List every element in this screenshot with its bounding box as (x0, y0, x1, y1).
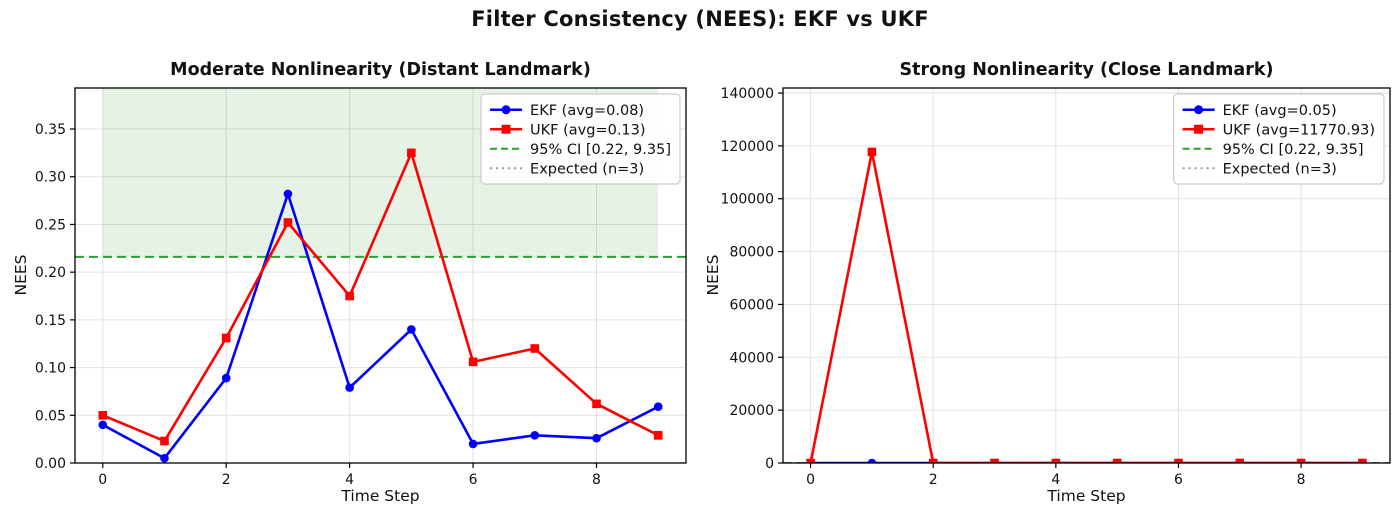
y-tick-label: 20000 (729, 403, 774, 419)
x-tick-label: 6 (1174, 472, 1183, 488)
y-tick-label: 120000 (721, 139, 774, 155)
data-point-marker (345, 383, 354, 392)
data-point-marker (867, 147, 877, 157)
y-tick-label: 140000 (721, 86, 774, 102)
legend-label: UKF (avg=0.13) (530, 122, 646, 138)
data-point-marker (1051, 458, 1061, 463)
legend-marker-circle (501, 105, 511, 115)
chart-canvas: 0 2 4 6 8 0.00 0.05 0.10 0.15 0.20 0.25 0.30 0.35 EKF… (35, 87, 687, 488)
series-ukf (98, 148, 663, 446)
x-tick-label: 4 (345, 472, 354, 488)
data-point-marker (1358, 458, 1367, 463)
series-ukf (806, 147, 1367, 463)
legend-label: EKF (avg=0.08) (530, 103, 644, 119)
data-point-marker (221, 373, 231, 383)
x-tick-label: 2 (222, 472, 231, 488)
data-point-marker (468, 357, 478, 367)
data-point-marker (653, 431, 663, 440)
x-tick-label: 6 (469, 472, 478, 488)
data-point-marker (867, 458, 877, 463)
y-tick-label: 0.35 (35, 122, 66, 138)
legend-marker-square (1194, 124, 1204, 134)
y-tick-label: 0.30 (35, 170, 66, 186)
data-point-marker (530, 344, 540, 353)
data-point-marker (407, 148, 416, 158)
data-point-marker (928, 458, 938, 463)
data-point-marker (530, 431, 540, 440)
legend-box (480, 93, 681, 185)
legend-label: UKF (avg=11770.93) (1223, 122, 1375, 138)
y-tick-label: 0.15 (35, 313, 66, 329)
legend-marker-circle (1194, 105, 1204, 115)
figure-title: Filter Consistency (NEES): EKF vs UKF (471, 7, 929, 31)
data-point-marker (98, 420, 108, 430)
legend-box (1173, 93, 1385, 185)
data-point-marker (160, 453, 169, 463)
legend-label: Expected (n=3) (530, 161, 644, 177)
y-tick-label: 100000 (721, 192, 774, 208)
y-tick-label: 0.05 (35, 408, 66, 424)
data-point-marker (653, 402, 663, 412)
x-tick-label: 2 (929, 472, 938, 488)
axes-frame (782, 87, 1391, 464)
data-point-marker (221, 333, 231, 343)
data-point-marker (806, 458, 815, 463)
data-point-marker (468, 439, 478, 449)
data-point-marker (283, 218, 293, 227)
data-point-marker (1112, 458, 1122, 463)
y-tick-label: 60000 (729, 297, 774, 313)
legend-label: 95% CI [0.22, 9.35] (530, 142, 671, 158)
x-tick-label: 8 (1297, 472, 1306, 488)
legend: EKF (avg=0.05) UKF (avg=11770.93) 95% CI [… (1173, 93, 1385, 185)
data-point-marker (407, 325, 416, 334)
data-point-marker (160, 436, 169, 446)
chart-canvas: 0 2 4 6 8 0 20000 40000 60000 80000 100000 120000 14… (721, 86, 1391, 488)
legend: EKF (avg=0.08) UKF (avg=0.13) 95% CI [0.22… (480, 93, 681, 185)
legend-marker-square (501, 124, 511, 134)
x-axis-label: Time Step (1047, 487, 1126, 505)
data-point-marker (345, 291, 354, 301)
data-point-marker (990, 458, 999, 463)
data-point-marker (592, 399, 601, 409)
data-point-marker (98, 410, 108, 420)
legend-label: Expected (n=3) (1223, 161, 1337, 177)
x-axis-label: Time Step (341, 487, 420, 505)
y-tick-label: 0.00 (35, 456, 66, 472)
data-point-marker (1235, 458, 1245, 463)
axis-ticks (778, 92, 1302, 468)
axes-frame (74, 87, 687, 464)
x-tick-label: 8 (592, 472, 601, 488)
data-point-marker (1174, 458, 1183, 463)
y-tick-label: 40000 (729, 350, 774, 366)
y-tick-label: 0.25 (35, 217, 66, 233)
chart-moderate-nonlinearity: Moderate Nonlinearity (Distant Landmark)… (12, 60, 687, 505)
y-tick-label: 0.20 (35, 265, 66, 281)
y-tick-label: 0.10 (35, 361, 66, 377)
data-point-marker (592, 433, 601, 443)
legend-label: EKF (avg=0.05) (1223, 103, 1337, 119)
data-point-marker (283, 189, 293, 199)
y-tick-label: 0 (765, 456, 774, 472)
x-tick-label: 0 (98, 472, 107, 488)
data-point-marker (1296, 458, 1306, 463)
series-ekf (98, 189, 663, 463)
chart-title: Moderate Nonlinearity (Distant Landmark) (170, 60, 591, 80)
x-tick-label: 0 (806, 472, 815, 488)
tick-labels: 0 2 4 6 8 0.00 0.05 0.10 0.15 0.20 0.25 0.30 0.35 (35, 122, 601, 488)
chart-strong-nonlinearity: Strong Nonlinearity (Close Landmark) NEE… (700, 0, 1400, 518)
chart-title: Strong Nonlinearity (Close Landmark) (899, 60, 1274, 80)
x-tick-label: 4 (1051, 472, 1060, 488)
tick-labels: 0 2 4 6 8 0 20000 40000 60000 80000 100000 120000 14… (721, 86, 1306, 488)
y-tick-label: 80000 (729, 245, 774, 261)
axis-ticks (70, 128, 598, 468)
legend-label: 95% CI [0.22, 9.35] (1223, 142, 1364, 158)
